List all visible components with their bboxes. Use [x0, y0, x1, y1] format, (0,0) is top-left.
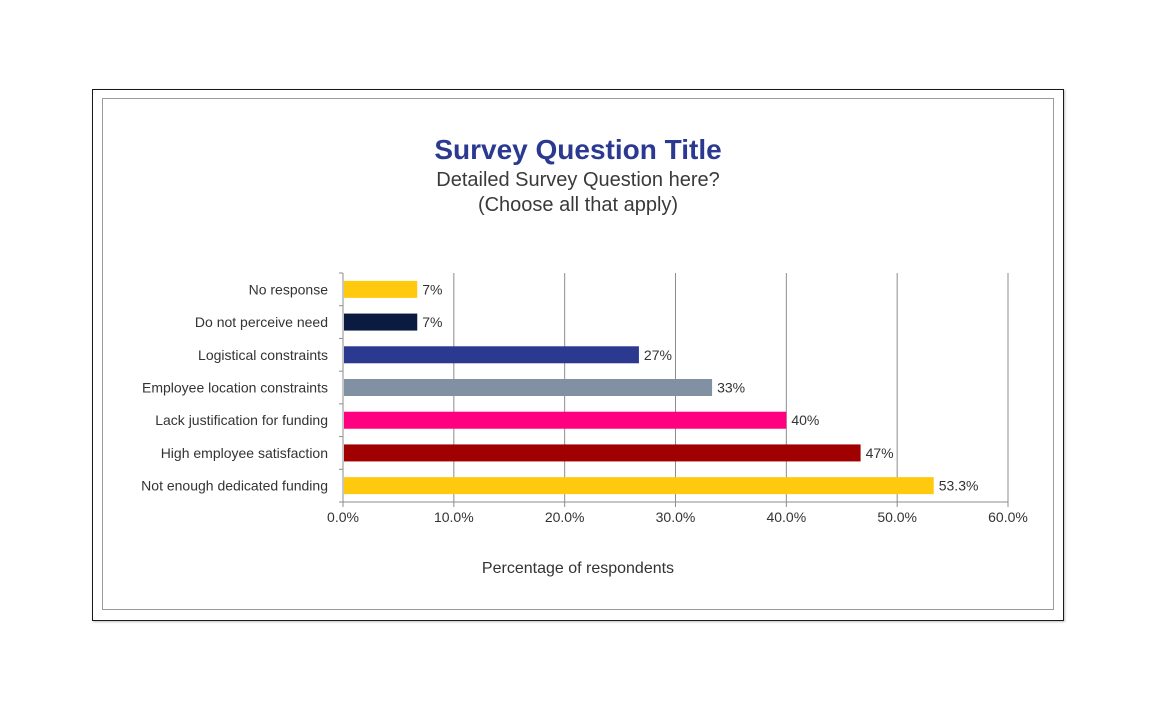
- chart-subtitle-line-2: (Choose all that apply): [477, 194, 679, 216]
- data-label: 47%: [866, 445, 894, 461]
- data-label: 27%: [644, 347, 672, 363]
- x-axis-label: Percentage of respondents: [481, 560, 675, 577]
- x-tick-label: 30.0%: [656, 509, 696, 525]
- bar: [344, 444, 861, 462]
- bar: [344, 477, 934, 495]
- category-label: Not enough dedicated funding: [141, 478, 328, 494]
- category-label: No response: [249, 281, 329, 297]
- chart-subtitle-line-1: Detailed Survey Question here?: [436, 169, 720, 191]
- bar: [344, 313, 418, 331]
- x-tick-label: 0.0%: [327, 509, 359, 525]
- bar: [344, 280, 418, 298]
- chart-title: Survey Question Title: [434, 134, 722, 165]
- data-label: 53.3%: [939, 478, 979, 494]
- category-label: Do not perceive need: [195, 314, 328, 330]
- x-tick-label: 60.0%: [988, 509, 1028, 525]
- bar: [344, 411, 787, 429]
- bar: [344, 379, 713, 396]
- category-label: Lack justification for funding: [155, 412, 328, 428]
- data-label: 7%: [422, 314, 442, 330]
- category-label: Logistical constraints: [198, 347, 328, 363]
- category-label: Employee location constraints: [142, 380, 328, 396]
- x-tick-label: 20.0%: [545, 509, 585, 525]
- chart-inner-frame: [102, 98, 1054, 610]
- x-tick-label: 40.0%: [766, 509, 806, 525]
- data-label: 40%: [791, 412, 819, 428]
- x-tick-label: 10.0%: [434, 509, 474, 525]
- category-label: High employee satisfaction: [161, 445, 328, 461]
- bar: [344, 346, 639, 364]
- x-tick-label: 50.0%: [877, 509, 917, 525]
- data-label: 7%: [422, 281, 442, 297]
- data-label: 33%: [717, 380, 745, 396]
